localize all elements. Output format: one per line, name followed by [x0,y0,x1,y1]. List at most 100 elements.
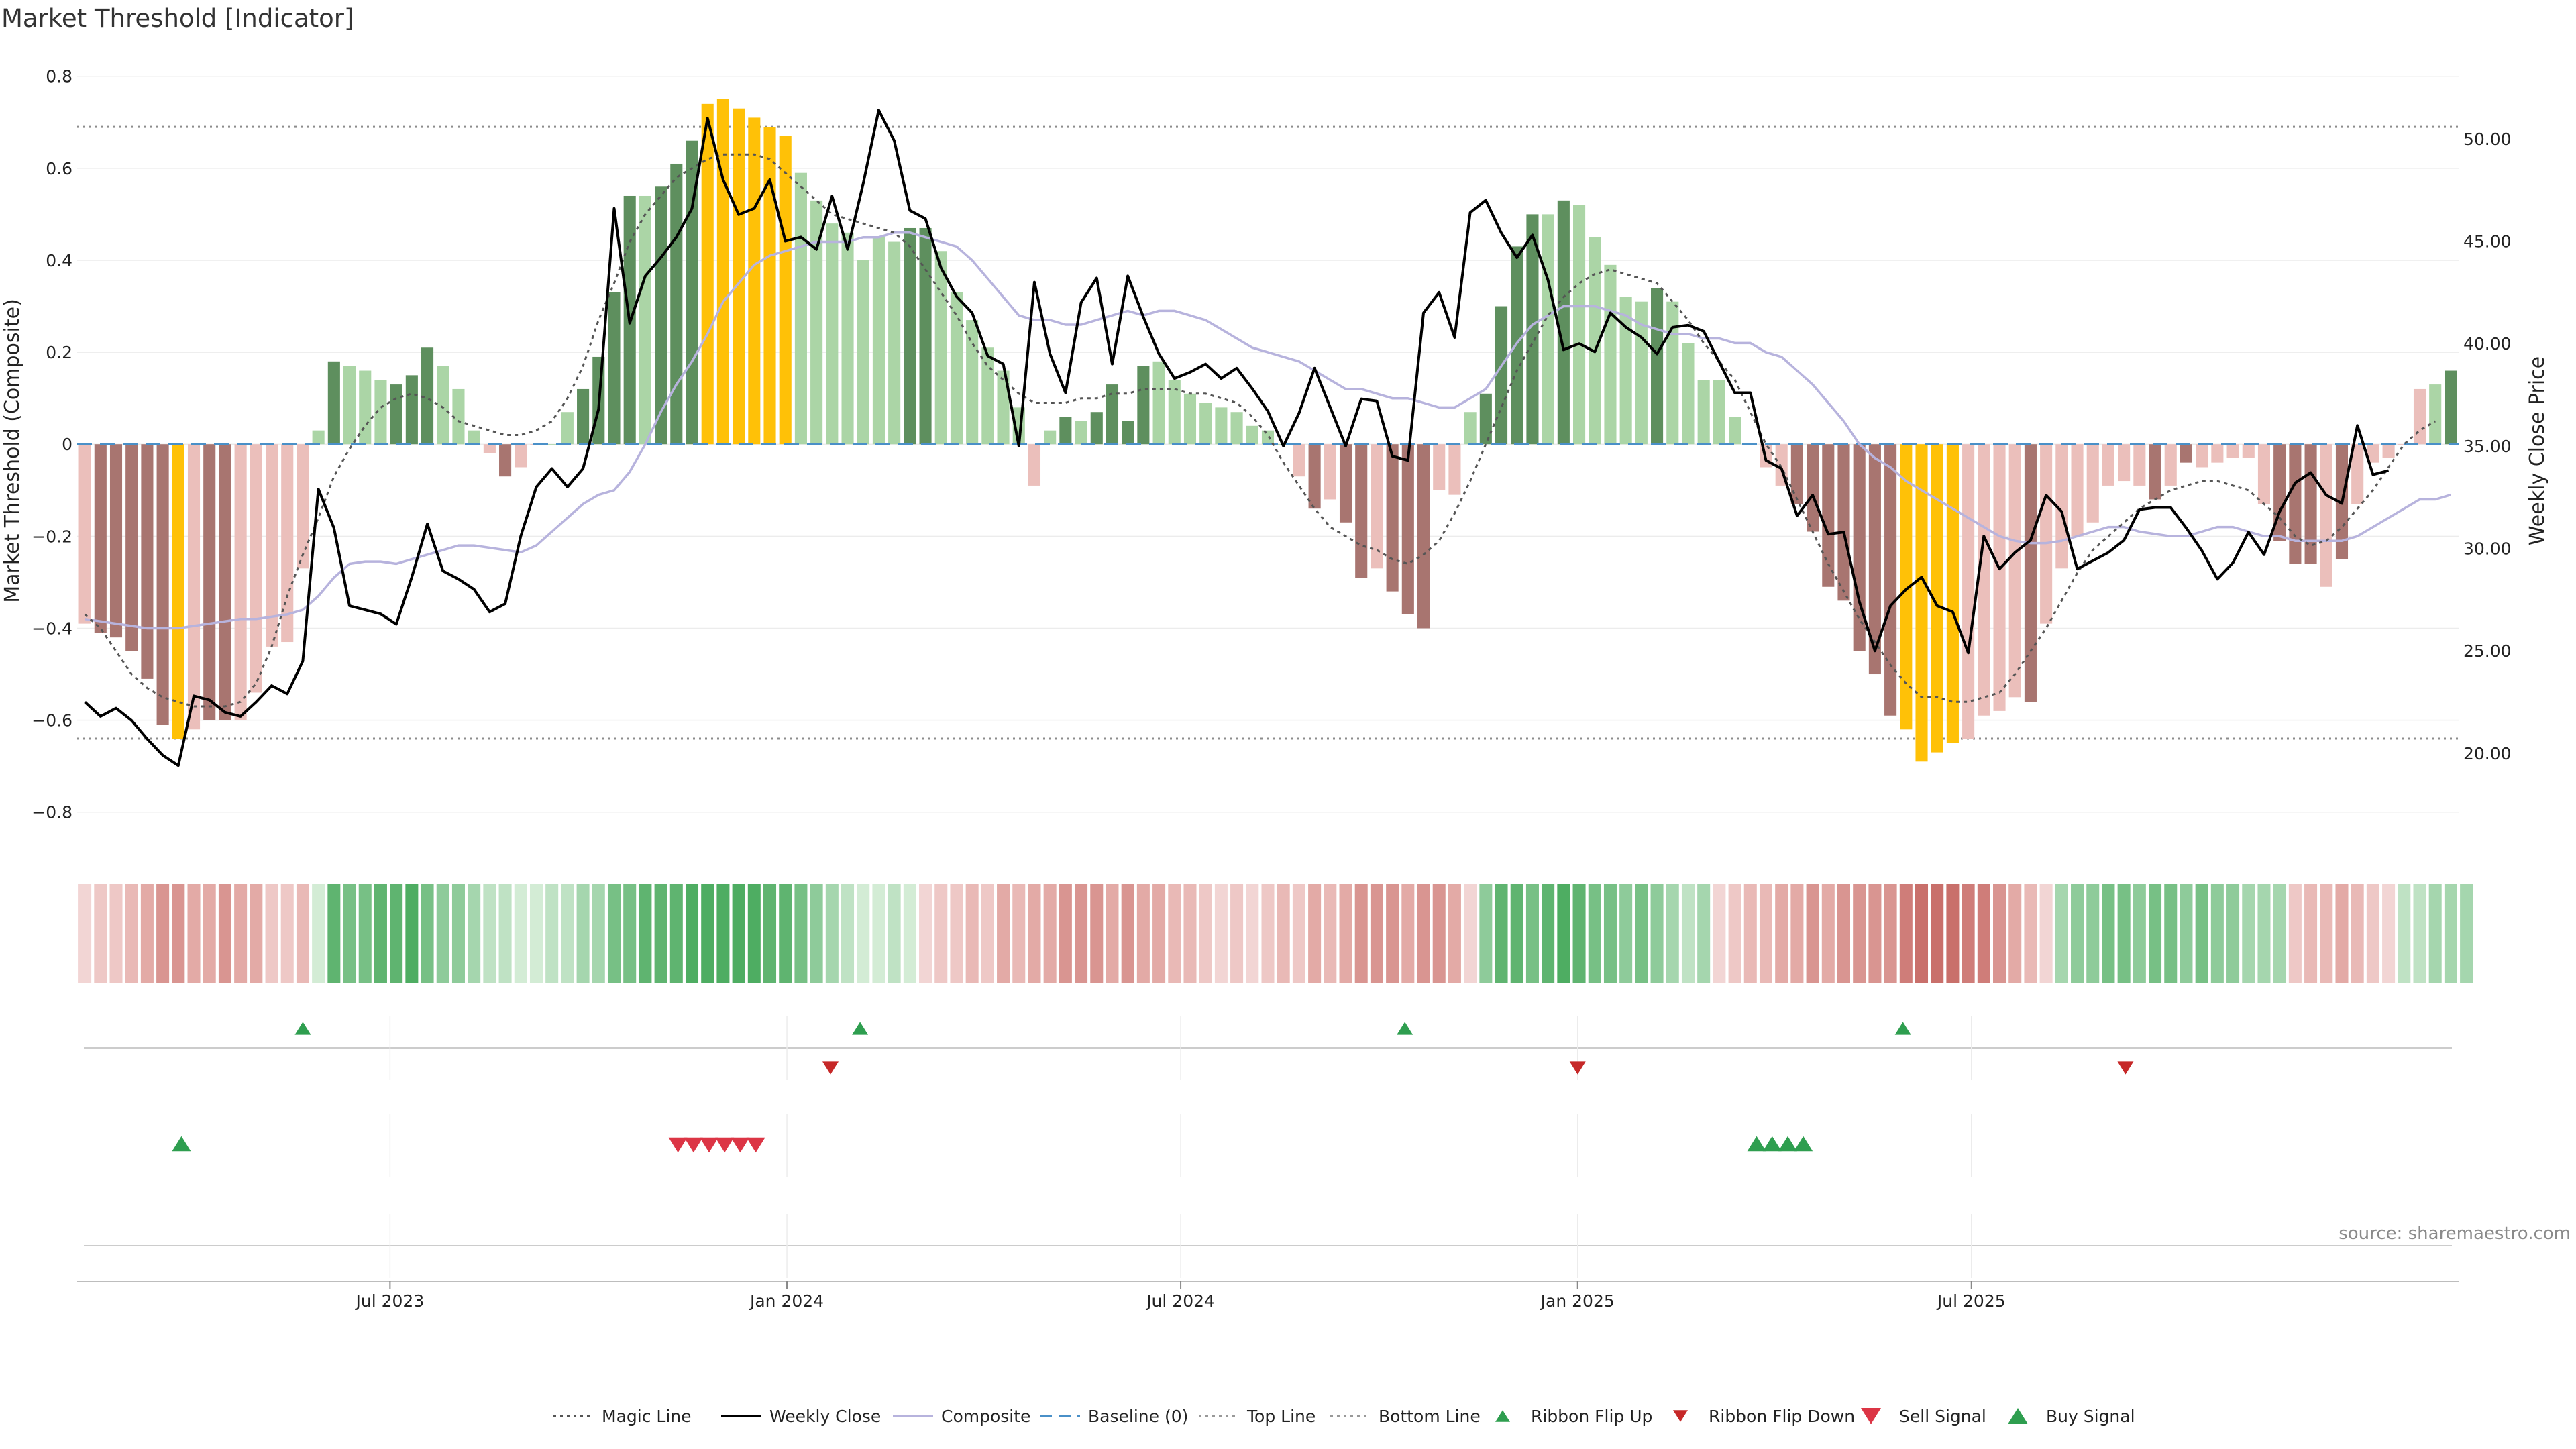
ribbon-cell [2444,884,2457,983]
composite-bar [872,237,885,445]
ribbon-cell [1214,884,1228,983]
ribbon-cell [1152,884,1166,983]
x-axis: Jul 2023 Jan 2024 Jul 2024 Jan 2025 Jul 2025 [77,1281,2459,1311]
ribbon-cell [218,884,231,983]
composite-bar [2242,444,2255,458]
sell-signal-marker [746,1137,765,1153]
ribbon-cell [390,884,403,983]
ribbon-cell [1261,884,1275,983]
composite-bar [203,444,216,720]
composite-bar [1137,366,1150,445]
ribbon-cell [2320,884,2333,983]
legend-label: Composite [941,1407,1030,1426]
composite-bar [1962,444,1975,739]
ribbon-cell [2071,884,2084,983]
composite-bar [733,108,745,445]
legend-label: Buy Signal [2046,1407,2135,1426]
ribbon-cell [327,884,341,983]
ribbon-cell [203,884,216,983]
ribbon-cell [1619,884,1633,983]
ribbon-cell [2351,884,2364,983]
ribbon-cell [1525,884,1539,983]
legend-label: Ribbon Flip Down [1709,1407,1855,1426]
ribbon [78,884,2473,983]
sell-signal-marker [731,1137,750,1153]
composite-bar [1729,417,1741,445]
ribbon-cell [1542,884,1555,983]
composite-bar [405,375,418,445]
composite-bar [499,444,512,477]
ribbon-cell [2460,884,2473,983]
y-tick-label: −0.8 [32,803,72,822]
composite-bar [1993,444,2006,711]
composite-bar [1448,444,1461,495]
ribbon-cell [2164,884,2178,983]
composite-bar [1075,421,1087,445]
composite-bar [1293,444,1305,477]
ribbon-cell [2273,884,2286,983]
composite-bar [483,444,496,453]
ribbon-cell [841,884,855,983]
weekly-close-line [84,109,2390,767]
ribbon-cell [358,884,372,983]
composite-bar [1915,444,1928,762]
composite-bar [1401,444,1414,614]
lines [77,109,2459,767]
composite-bar [1090,412,1103,445]
composite-bar [2102,444,2114,486]
ribbon-cell [1199,884,1212,983]
legend-swatch [1495,1410,1510,1422]
magic-line [84,153,2436,708]
composite-bar [1028,444,1041,486]
y-tick-label: 0.2 [46,343,72,362]
ribbon-cell [1417,884,1430,983]
composite-bar [2180,444,2193,463]
ribbon-cell [1837,884,1851,983]
ribbon-cell [1572,884,1586,983]
sell-signal-marker [700,1137,719,1153]
ribbon-cell [794,884,808,983]
chart-title: Market Threshold [Indicator] [1,4,354,33]
composite-bar [2164,444,2177,486]
composite-bar [1479,393,1492,445]
composite-bar [2367,444,2379,463]
x-tick-label: Jul 2025 [1936,1291,2006,1311]
composite-bar [2055,444,2068,569]
ribbon-cell [888,884,901,983]
composite-bar [545,444,558,445]
ribbon-cell [2242,884,2255,983]
composite-bar [2351,444,2364,504]
composite-bar [1557,200,1570,445]
composite-bar [841,232,854,445]
composite-bar [919,227,932,445]
legend-label: Bottom Line [1379,1407,1481,1426]
ribbon-cell [1993,884,2006,983]
composite-bar [1542,214,1554,445]
composite-bar [716,99,729,445]
composite-bar [1199,402,1212,445]
ribbon-cell [654,884,667,983]
buy-signal-marker [172,1136,191,1152]
ribbon-cell [965,884,979,983]
composite-bar [2196,444,2208,468]
legend-item: Ribbon Flip Up [1495,1407,1652,1426]
ribbon-cell [78,884,92,983]
composite-bar [1526,214,1539,445]
y2-tick-label: 20.00 [2463,744,2512,763]
ribbon-cell [763,884,777,983]
ribbon-cell [2086,884,2100,983]
ribbon-cell [1308,884,1322,983]
y-axis-label: Market Threshold (Composite) [1,299,24,603]
ribbon-cell [280,884,294,983]
ribbon-cell [2382,884,2396,983]
ribbon-cell [2257,884,2271,983]
composite-bar [1152,361,1165,445]
composite-bar [1386,444,1399,592]
composite-bar [78,444,91,624]
ribbon-cell [1713,884,1726,983]
ribbon-cell [669,884,683,983]
composite-bar [2133,444,2146,486]
composite-bar [934,251,947,445]
ribbon-cell [1915,884,1929,983]
buy-signal-marker [1778,1136,1797,1152]
